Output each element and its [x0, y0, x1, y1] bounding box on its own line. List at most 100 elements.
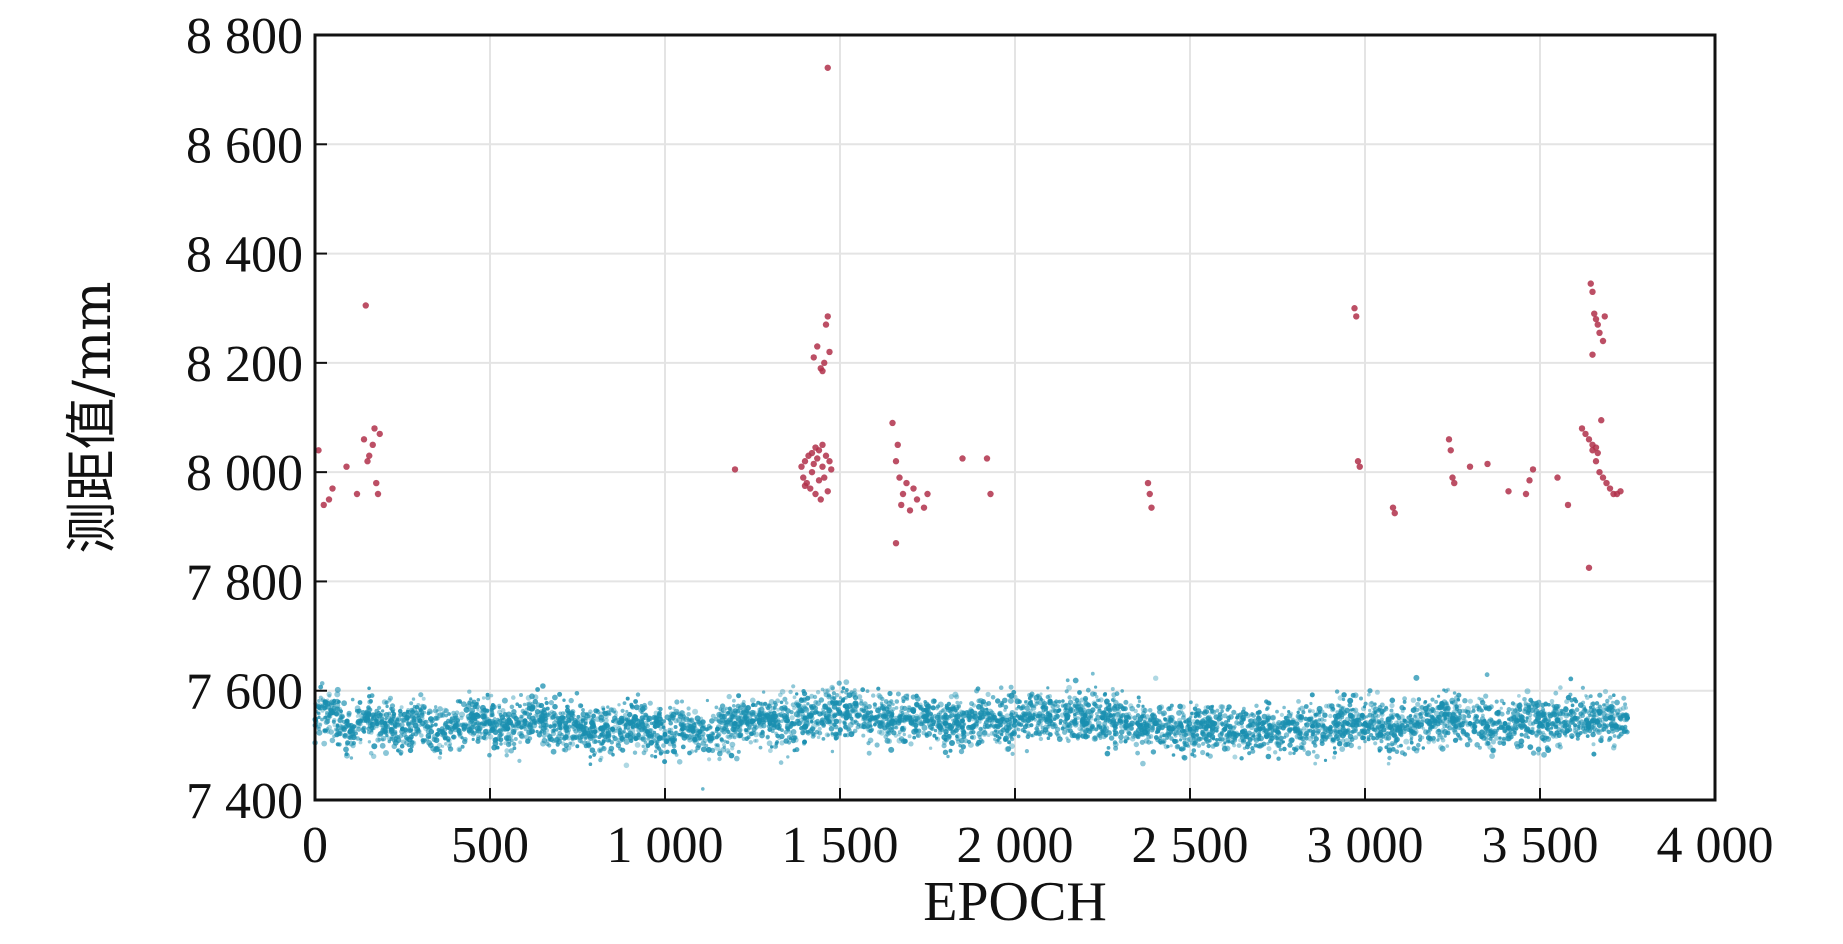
normal-point [809, 726, 816, 732]
normal-point [831, 691, 837, 696]
normal-point [1467, 698, 1473, 704]
normal-point [1083, 726, 1088, 730]
normal-point [505, 711, 512, 718]
normal-point [975, 742, 980, 747]
normal-point [1147, 708, 1153, 713]
normal-point [1347, 702, 1353, 708]
normal-point [934, 706, 939, 711]
normal-point [1418, 715, 1423, 719]
normal-point [367, 740, 372, 744]
normal-point [1279, 712, 1284, 718]
normal-point [526, 729, 532, 736]
normal-point [880, 703, 884, 707]
normal-point [1205, 705, 1210, 710]
normal-point [1007, 740, 1012, 745]
normal-point [656, 736, 661, 741]
normal-point [995, 729, 1000, 735]
normal-point [608, 707, 614, 713]
normal-point [1169, 744, 1173, 748]
normal-point [540, 740, 546, 747]
normal-point [504, 753, 509, 758]
normal-point [1402, 696, 1407, 702]
normal-point [986, 733, 991, 737]
normal-point [796, 704, 801, 709]
normal-point [316, 711, 320, 715]
normal-point [930, 705, 936, 711]
normal-point [1282, 746, 1287, 752]
normal-point [500, 708, 506, 713]
normal-point [972, 713, 979, 720]
normal-point [376, 714, 381, 719]
normal-point [1621, 695, 1627, 701]
normal-point [1332, 750, 1338, 755]
normal-point [941, 743, 947, 749]
normal-point [1276, 720, 1282, 726]
normal-point [1047, 722, 1052, 727]
normal-point [1367, 688, 1373, 694]
normal-point [1077, 726, 1082, 731]
normal-point [678, 732, 683, 737]
normal-point [321, 740, 328, 747]
normal-point [810, 734, 816, 739]
normal-point [668, 705, 673, 710]
normal-point [383, 712, 390, 718]
normal-point [1440, 730, 1444, 734]
normal-point [1191, 748, 1197, 753]
normal-point [372, 726, 376, 731]
normal-point [1522, 697, 1527, 702]
normal-point [614, 729, 618, 733]
normal-point [601, 707, 606, 711]
normal-point [706, 726, 711, 731]
normal-point [1457, 703, 1462, 709]
normal-point [698, 723, 703, 728]
normal-point [1507, 721, 1512, 725]
normal-point [828, 726, 835, 732]
normal-point [1373, 725, 1378, 730]
normal-point [1416, 697, 1422, 702]
normal-point [431, 736, 437, 743]
normal-point [540, 683, 546, 689]
normal-point [633, 699, 638, 704]
normal-point [770, 714, 776, 719]
normal-point [316, 722, 322, 729]
normal-point [1289, 711, 1294, 716]
normal-point [701, 787, 705, 791]
normal-point [1095, 720, 1102, 727]
normal-point [1140, 760, 1146, 767]
normal-point [1499, 698, 1505, 704]
normal-point [563, 725, 569, 731]
normal-point [852, 728, 858, 734]
normal-point [719, 703, 726, 709]
normal-point [1426, 729, 1430, 734]
normal-point [498, 732, 503, 738]
normal-point [992, 715, 996, 720]
normal-point [1507, 727, 1513, 732]
normal-point [1135, 713, 1141, 718]
normal-point [767, 727, 773, 732]
normal-point [1025, 730, 1031, 736]
normal-point [836, 680, 842, 686]
normal-point [814, 729, 820, 735]
normal-point [1597, 704, 1603, 709]
normal-point [437, 706, 443, 712]
normal-point [1314, 753, 1320, 760]
normal-point [617, 703, 621, 707]
normal-point [983, 712, 988, 717]
normal-point [710, 731, 715, 735]
normal-point [1340, 724, 1345, 728]
normal-point [522, 710, 528, 716]
normal-point [705, 698, 710, 703]
normal-point [1322, 729, 1328, 735]
normal-point [1069, 732, 1076, 739]
normal-point [1384, 745, 1389, 750]
normal-point [672, 706, 676, 711]
normal-point [566, 710, 571, 715]
normal-point [703, 738, 708, 743]
normal-point [1510, 701, 1515, 706]
normal-point [943, 732, 949, 737]
normal-point [1250, 712, 1254, 716]
normal-point [622, 729, 626, 734]
normal-point [754, 714, 758, 719]
normal-point [331, 719, 336, 724]
normal-point [345, 719, 350, 724]
